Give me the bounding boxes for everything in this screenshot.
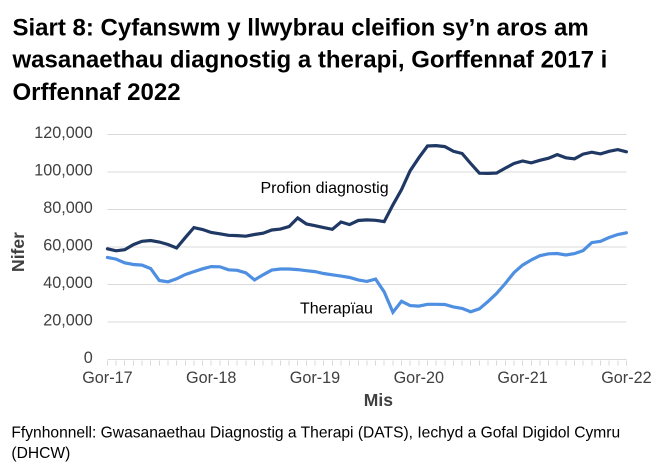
svg-text:0: 0 [84, 349, 93, 367]
svg-text:Orffennaf 2022: Orffennaf 2022 [13, 79, 181, 106]
svg-text:Gor-20: Gor-20 [394, 369, 444, 387]
svg-text:Gor-17: Gor-17 [82, 369, 132, 387]
svg-text:80,000: 80,000 [43, 199, 93, 217]
svg-text:120,000: 120,000 [34, 124, 93, 142]
svg-text:20,000: 20,000 [43, 312, 93, 330]
svg-text:Therapïau: Therapïau [300, 301, 373, 318]
svg-text:wasanaethau diagnostig a thera: wasanaethau diagnostig a therapi, Gorffe… [12, 47, 608, 74]
svg-text:Gor-18: Gor-18 [186, 369, 236, 387]
svg-text:Gor-21: Gor-21 [497, 369, 547, 387]
svg-text:(DHCW): (DHCW) [11, 445, 70, 462]
svg-text:Nifer: Nifer [8, 232, 28, 272]
svg-text:Gor-22: Gor-22 [601, 369, 651, 387]
svg-text:100,000: 100,000 [34, 162, 93, 180]
svg-text:Gor-19: Gor-19 [290, 369, 340, 387]
svg-text:40,000: 40,000 [43, 274, 93, 292]
svg-text:Siart 8: Cyfanswm y llwybrau c: Siart 8: Cyfanswm y llwybrau cleifion sy… [13, 14, 589, 41]
svg-text:Profion diagnostig: Profion diagnostig [261, 180, 389, 197]
svg-text:60,000: 60,000 [43, 237, 93, 255]
svg-text:Mis: Mis [364, 390, 393, 410]
svg-text:Ffynhonnell: Gwasanaethau Diag: Ffynhonnell: Gwasanaethau Diagnostig a T… [11, 425, 620, 442]
